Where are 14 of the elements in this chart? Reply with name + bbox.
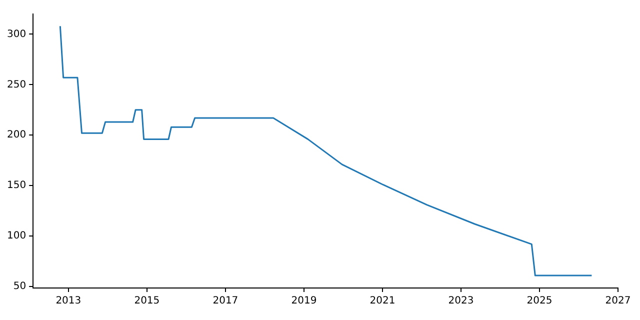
x-tick-label: 2027 — [605, 296, 631, 307]
x-tick-label: 2017 — [212, 296, 238, 307]
y-tick-label: 50 — [13, 281, 26, 292]
x-tick-label: 2021 — [370, 296, 396, 307]
y-tick-label: 250 — [6, 79, 26, 90]
y-tick-label: 200 — [6, 130, 26, 141]
y-tick-label: 300 — [6, 28, 26, 40]
x-tick-label: 2015 — [134, 296, 160, 307]
y-tick-label: 100 — [6, 230, 26, 242]
x-tick-label: 2025 — [526, 296, 552, 307]
x-tick-label: 2019 — [291, 296, 317, 307]
x-tick-label: 2013 — [56, 296, 82, 307]
x-tick-label: 2023 — [448, 296, 474, 307]
y-tick-label: 150 — [6, 180, 26, 192]
